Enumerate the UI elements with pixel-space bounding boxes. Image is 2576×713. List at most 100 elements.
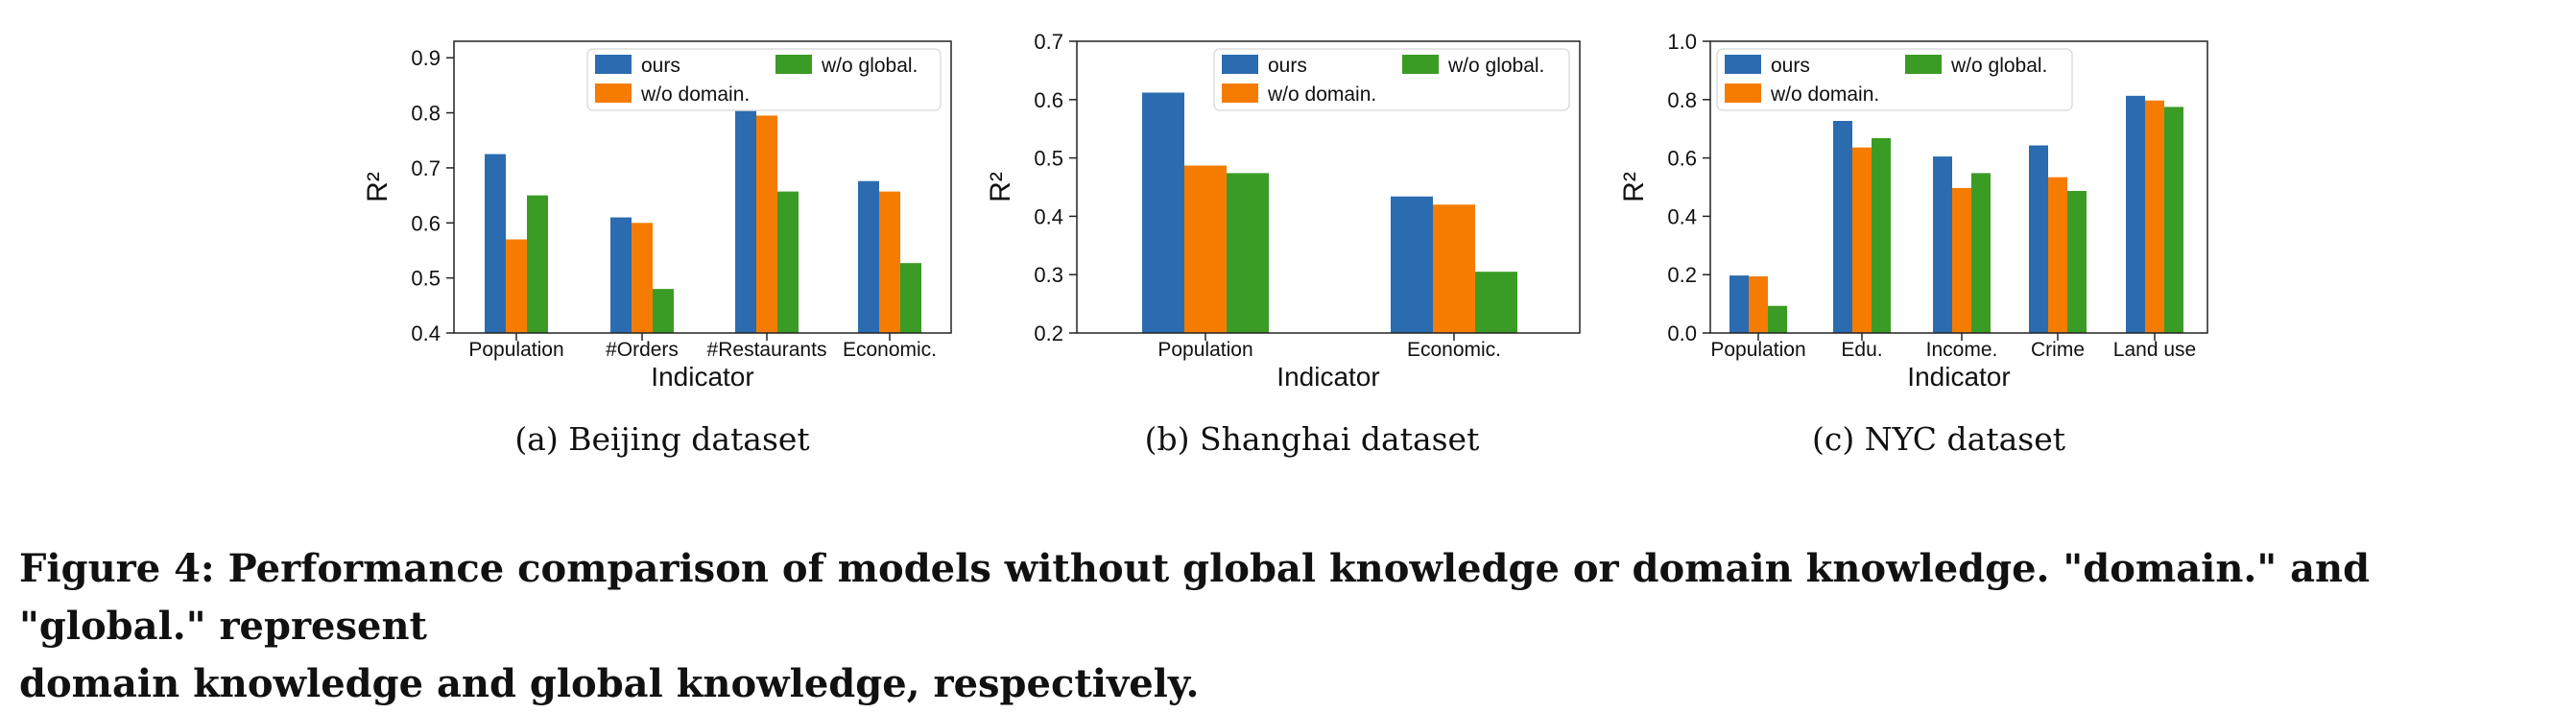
y-tick-label: 0.6 xyxy=(411,211,441,235)
plot-frame xyxy=(453,40,952,334)
x-tick-label: #Orders xyxy=(606,339,679,361)
y-tick-label: 1.0 xyxy=(1667,30,1697,54)
legend-label: w/o global. xyxy=(1950,55,2047,77)
bar-woglobal-1 xyxy=(1872,137,1891,333)
bar-woglobal-4 xyxy=(2164,107,2183,334)
y-tick-label: 0.2 xyxy=(1034,321,1063,345)
bar-ours-2 xyxy=(735,109,756,333)
legend-box xyxy=(586,48,942,111)
y-tick-label: 0.6 xyxy=(1034,88,1063,112)
chart-0: 0.4 0.5 0.6 0.7 0.8 0.9 Population #Orders #Rest… xyxy=(362,40,952,392)
x-tick-label: Economic. xyxy=(843,339,937,361)
legend-label: w/o global. xyxy=(1447,55,1544,77)
x-tick-label: Income. xyxy=(1926,339,1998,361)
x-axis-label: Indicator xyxy=(1276,362,1379,392)
legend-swatch xyxy=(1222,55,1258,74)
y-tick-label: 0.3 xyxy=(1034,263,1063,287)
bar-woglobal-3 xyxy=(2067,190,2087,333)
bar-wodomain-0 xyxy=(1749,276,1768,333)
bar-wodomain-2 xyxy=(756,115,777,333)
legend-swatch xyxy=(1725,83,1761,103)
bar-woglobal-0 xyxy=(1768,305,1787,333)
x-tick-label: Population xyxy=(468,339,563,361)
legend-swatch xyxy=(1222,83,1258,103)
bar-ours-0 xyxy=(1729,275,1749,333)
legend-swatch xyxy=(595,55,632,74)
legend-label: w/o domain. xyxy=(1267,83,1376,106)
bar-ours-2 xyxy=(1933,156,1952,333)
legend-label: ours xyxy=(641,55,680,77)
subcaption-nyc: (c) NYC dataset xyxy=(1812,420,2065,458)
bar-woglobal-1 xyxy=(653,289,674,333)
y-tick-label: 0.7 xyxy=(1034,30,1063,54)
legend-swatch xyxy=(775,55,812,74)
bar-ours-3 xyxy=(858,180,879,333)
y-tick-label: 0.5 xyxy=(1034,147,1063,171)
y-axis-label: R² xyxy=(362,172,394,202)
legend-label: w/o domain. xyxy=(1770,83,1879,106)
legend-label: ours xyxy=(1771,55,1810,77)
y-tick-label: 0.4 xyxy=(411,321,441,345)
x-tick-label: Edu. xyxy=(1841,339,1882,361)
subcaption-beijing: (a) Beijing dataset xyxy=(514,420,810,458)
legend-swatch xyxy=(595,83,632,103)
legend-swatch xyxy=(1905,55,1942,74)
x-tick-label: Population xyxy=(1710,339,1805,361)
y-tick-label: 0.8 xyxy=(1667,88,1697,112)
bar-woglobal-3 xyxy=(900,263,921,333)
chart-2: 0.0 0.2 0.4 0.6 0.8 1.0 Population Edu. Income. C… xyxy=(1618,30,2208,392)
y-tick-label: 0.0 xyxy=(1667,321,1697,345)
y-tick-label: 0.2 xyxy=(1667,263,1697,287)
bar-ours-1 xyxy=(1391,196,1433,333)
bar-wodomain-3 xyxy=(2048,177,2067,333)
plot-frame xyxy=(1709,40,2208,334)
plot-frame xyxy=(1076,40,1581,334)
bar-wodomain-3 xyxy=(879,191,900,333)
figure-caption-line-1: Figure 4: Performance comparison of mode… xyxy=(19,546,2371,649)
bar-woglobal-1 xyxy=(1475,272,1517,333)
x-tick-label: Land use xyxy=(2113,339,2196,361)
y-tick-label: 0.8 xyxy=(411,102,441,126)
y-tick-label: 0.9 xyxy=(411,46,441,70)
bar-woglobal-2 xyxy=(777,191,799,333)
bar-wodomain-1 xyxy=(632,223,653,333)
chart-1: 0.2 0.3 0.4 0.5 0.6 0.7 Population Economic. Ind… xyxy=(985,30,1581,392)
x-tick-label: Crime xyxy=(2031,339,2085,361)
bar-ours-4 xyxy=(2126,95,2145,334)
bar-woglobal-2 xyxy=(1971,173,1991,333)
legend-box xyxy=(1716,48,2073,111)
bar-ours-0 xyxy=(485,154,506,333)
x-axis-label: Indicator xyxy=(651,362,753,392)
figure-caption: Figure 4: Performance comparison of mode… xyxy=(19,540,2563,713)
bar-ours-1 xyxy=(1833,120,1852,333)
bar-ours-0 xyxy=(1142,92,1184,333)
legend-label: w/o global. xyxy=(821,55,918,77)
y-axis-label: R² xyxy=(1618,172,1650,202)
legend-label: ours xyxy=(1268,55,1307,77)
bar-wodomain-4 xyxy=(2145,100,2164,333)
bar-wodomain-2 xyxy=(1952,187,1971,333)
y-axis-label: R² xyxy=(985,172,1016,202)
x-tick-label: #Restaurants xyxy=(707,339,827,361)
bar-wodomain-0 xyxy=(1184,165,1227,333)
subcaption-shanghai: (b) Shanghai dataset xyxy=(1144,420,1480,458)
bar-wodomain-1 xyxy=(1852,147,1872,333)
x-tick-label: Population xyxy=(1157,339,1252,361)
y-tick-label: 0.6 xyxy=(1667,147,1697,171)
bar-ours-1 xyxy=(610,217,632,333)
figure-charts: 0.4 0.5 0.6 0.7 0.8 0.9 Population #Orders #Rest… xyxy=(362,30,2208,392)
figure-caption-line-2: domain knowledge and global knowledge, r… xyxy=(19,661,1200,706)
y-tick-label: 0.7 xyxy=(411,156,441,180)
legend: ours w/o domain. w/o global. xyxy=(1716,48,2073,111)
legend: ours w/o domain. w/o global. xyxy=(1213,48,1570,111)
legend-box xyxy=(1213,48,1570,111)
bar-wodomain-0 xyxy=(506,239,527,333)
bar-ours-3 xyxy=(2029,145,2048,333)
legend-swatch xyxy=(1402,55,1439,74)
legend: ours w/o domain. w/o global. xyxy=(586,48,942,111)
bar-woglobal-0 xyxy=(527,195,548,333)
y-tick-label: 0.4 xyxy=(1034,204,1063,228)
legend-swatch xyxy=(1725,55,1761,74)
legend-label: w/o domain. xyxy=(640,83,750,106)
x-axis-label: Indicator xyxy=(1907,362,2010,392)
